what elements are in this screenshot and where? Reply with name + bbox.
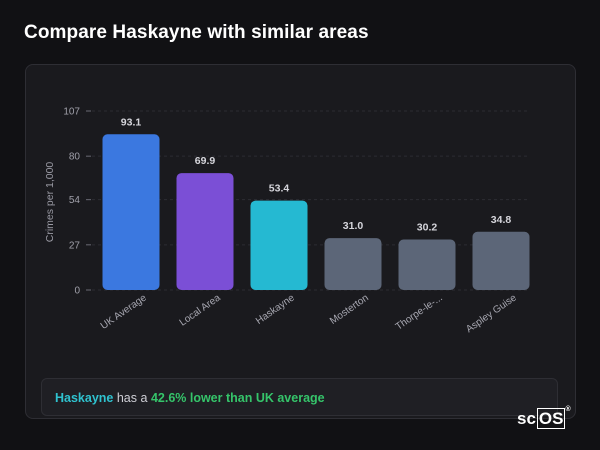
bar-value-label: 34.8 (491, 214, 512, 226)
bar (398, 239, 456, 290)
bar-value-label: 53.4 (269, 183, 290, 195)
logo-text-b: OS (536, 408, 566, 429)
y-tick-label: 54 (69, 195, 81, 206)
logo-text-a: sc (517, 409, 536, 428)
y-tick-label: 107 (63, 107, 80, 118)
bar (472, 231, 530, 290)
x-tick-label: Local Area (178, 292, 223, 328)
bar-value-label: 93.1 (121, 116, 142, 128)
y-axis-label: Crimes per 1,000 (44, 162, 56, 243)
bar-value-label: 69.9 (195, 155, 216, 167)
summary-area-name: Haskayne (55, 391, 114, 405)
x-tick-label: Thorpe-le-... (394, 292, 445, 332)
summary-text: has a (116, 391, 148, 405)
bar-value-label: 31.0 (343, 220, 364, 232)
page-title: Compare Haskayne with similar areas (24, 22, 369, 43)
y-tick-label: 27 (69, 240, 81, 251)
x-tick-label: Mosterton (328, 292, 371, 327)
y-tick-label: 0 (74, 286, 80, 297)
y-tick-label: 80 (69, 152, 81, 163)
comparison-summary: Haskayne has a 42.6% lower than UK avera… (41, 378, 558, 416)
bar (324, 238, 382, 290)
x-tick-label: Aspley Guise (464, 292, 519, 335)
bar-value-label: 30.2 (417, 221, 438, 233)
scos-logo: sc OS ® (517, 406, 571, 429)
bar (250, 200, 308, 290)
x-tick-label: UK Average (99, 292, 149, 332)
logo-registered-mark: ® (565, 406, 571, 414)
bar (176, 173, 234, 290)
summary-comparison: 42.6% lower than UK average (150, 391, 325, 405)
x-tick-label: Haskayne (254, 292, 297, 327)
bar (102, 134, 160, 290)
